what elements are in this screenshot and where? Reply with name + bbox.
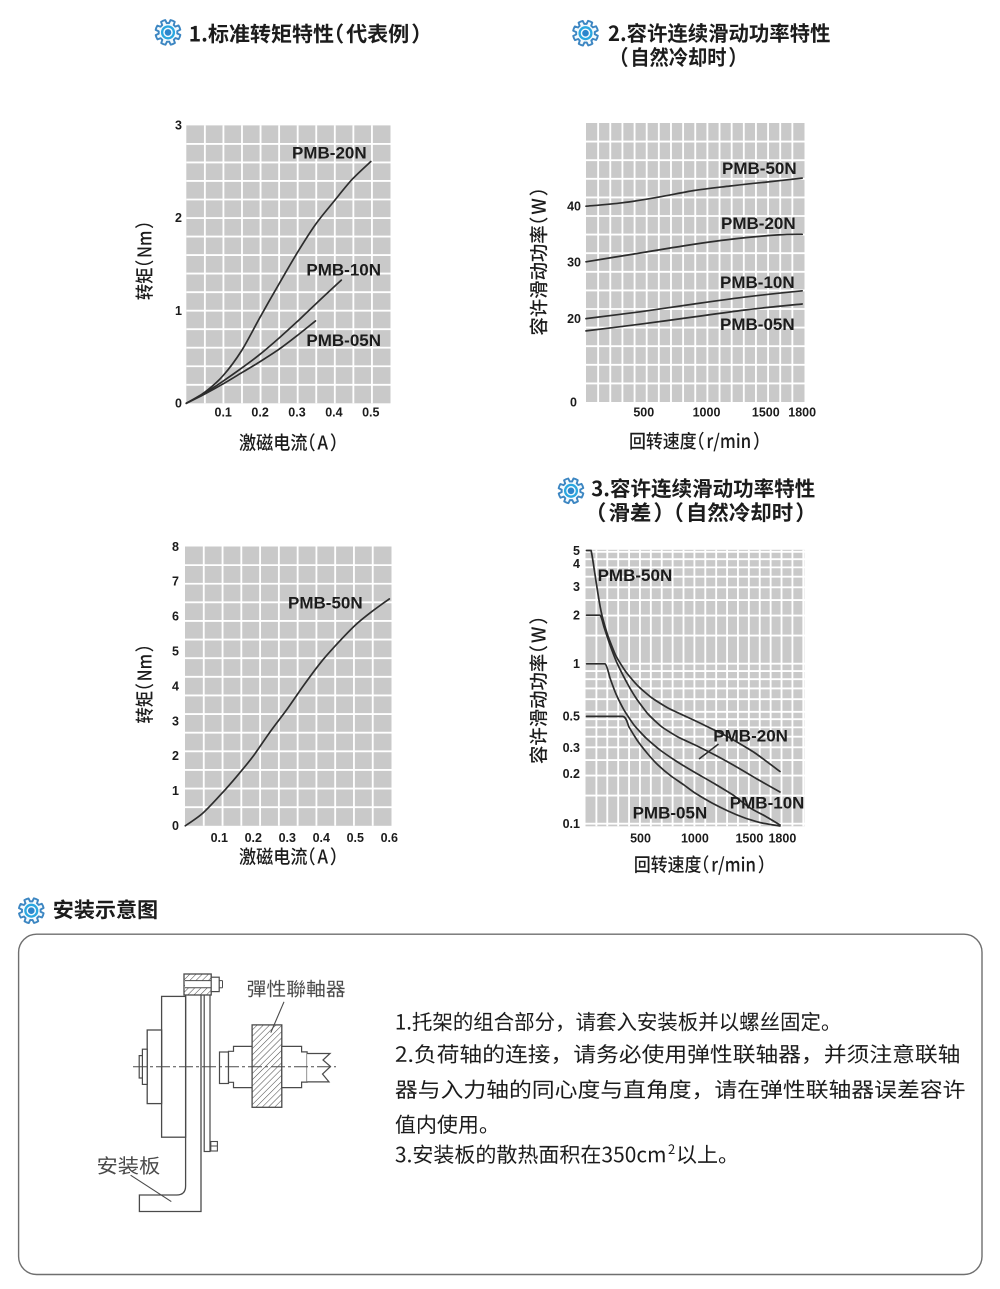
svg-text:0: 0 (175, 397, 182, 411)
svg-text:1800: 1800 (788, 405, 816, 419)
svg-text:0.3: 0.3 (288, 405, 305, 419)
svg-text:1: 1 (573, 657, 580, 671)
svg-text:PMB-50N: PMB-50N (288, 594, 363, 613)
svg-text:PMB-20N: PMB-20N (292, 144, 367, 163)
svg-text:PMB-05N: PMB-05N (306, 331, 381, 350)
svg-text:1000: 1000 (681, 832, 709, 846)
svg-text:PMB-50N: PMB-50N (598, 566, 673, 585)
svg-text:0: 0 (172, 819, 179, 833)
svg-text:PMB-05N: PMB-05N (720, 315, 795, 334)
svg-text:3: 3 (175, 119, 182, 133)
svg-text:2: 2 (172, 749, 179, 763)
svg-text:0.2: 0.2 (245, 831, 262, 845)
svg-text:PMB-10N: PMB-10N (306, 261, 381, 280)
svg-text:3: 3 (172, 714, 179, 728)
svg-text:PMB-10N: PMB-10N (720, 273, 795, 292)
svg-text:0.3: 0.3 (563, 741, 580, 755)
svg-text:PMB-05N: PMB-05N (633, 803, 708, 822)
svg-text:4: 4 (573, 557, 580, 571)
svg-text:0.2: 0.2 (563, 767, 580, 781)
svg-text:1: 1 (172, 784, 179, 798)
svg-text:40: 40 (567, 199, 581, 213)
svg-text:PMB-20N: PMB-20N (721, 214, 796, 233)
svg-text:6: 6 (172, 610, 179, 624)
svg-text:0.5: 0.5 (563, 709, 580, 723)
svg-text:2: 2 (573, 609, 580, 623)
svg-text:1800: 1800 (768, 832, 796, 846)
svg-text:0.6: 0.6 (381, 831, 398, 845)
svg-text:PMB-50N: PMB-50N (722, 159, 797, 178)
svg-text:PMB-20N: PMB-20N (713, 726, 788, 745)
svg-text:20: 20 (567, 312, 581, 326)
svg-text:0.5: 0.5 (362, 405, 379, 419)
svg-text:0.5: 0.5 (347, 831, 364, 845)
svg-text:0.4: 0.4 (313, 831, 330, 845)
svg-text:5: 5 (172, 645, 179, 659)
svg-text:1000: 1000 (693, 405, 721, 419)
svg-text:500: 500 (633, 405, 654, 419)
svg-text:500: 500 (630, 832, 651, 846)
svg-text:1500: 1500 (752, 405, 780, 419)
svg-text:0.2: 0.2 (251, 405, 268, 419)
svg-text:0.1: 0.1 (211, 831, 228, 845)
svg-text:2: 2 (175, 211, 182, 225)
svg-text:1500: 1500 (735, 832, 763, 846)
svg-text:8: 8 (172, 540, 179, 554)
svg-text:0.4: 0.4 (325, 405, 342, 419)
svg-text:30: 30 (567, 256, 581, 270)
svg-text:7: 7 (172, 575, 179, 589)
svg-text:0.1: 0.1 (215, 405, 232, 419)
svg-text:0.3: 0.3 (279, 831, 296, 845)
svg-text:0.1: 0.1 (563, 817, 580, 831)
svg-text:1: 1 (175, 304, 182, 318)
svg-text:4: 4 (172, 679, 179, 693)
svg-text:0: 0 (570, 396, 577, 410)
svg-text:3: 3 (573, 580, 580, 594)
svg-text:5: 5 (573, 544, 580, 558)
svg-text:PMB-10N: PMB-10N (730, 793, 805, 812)
